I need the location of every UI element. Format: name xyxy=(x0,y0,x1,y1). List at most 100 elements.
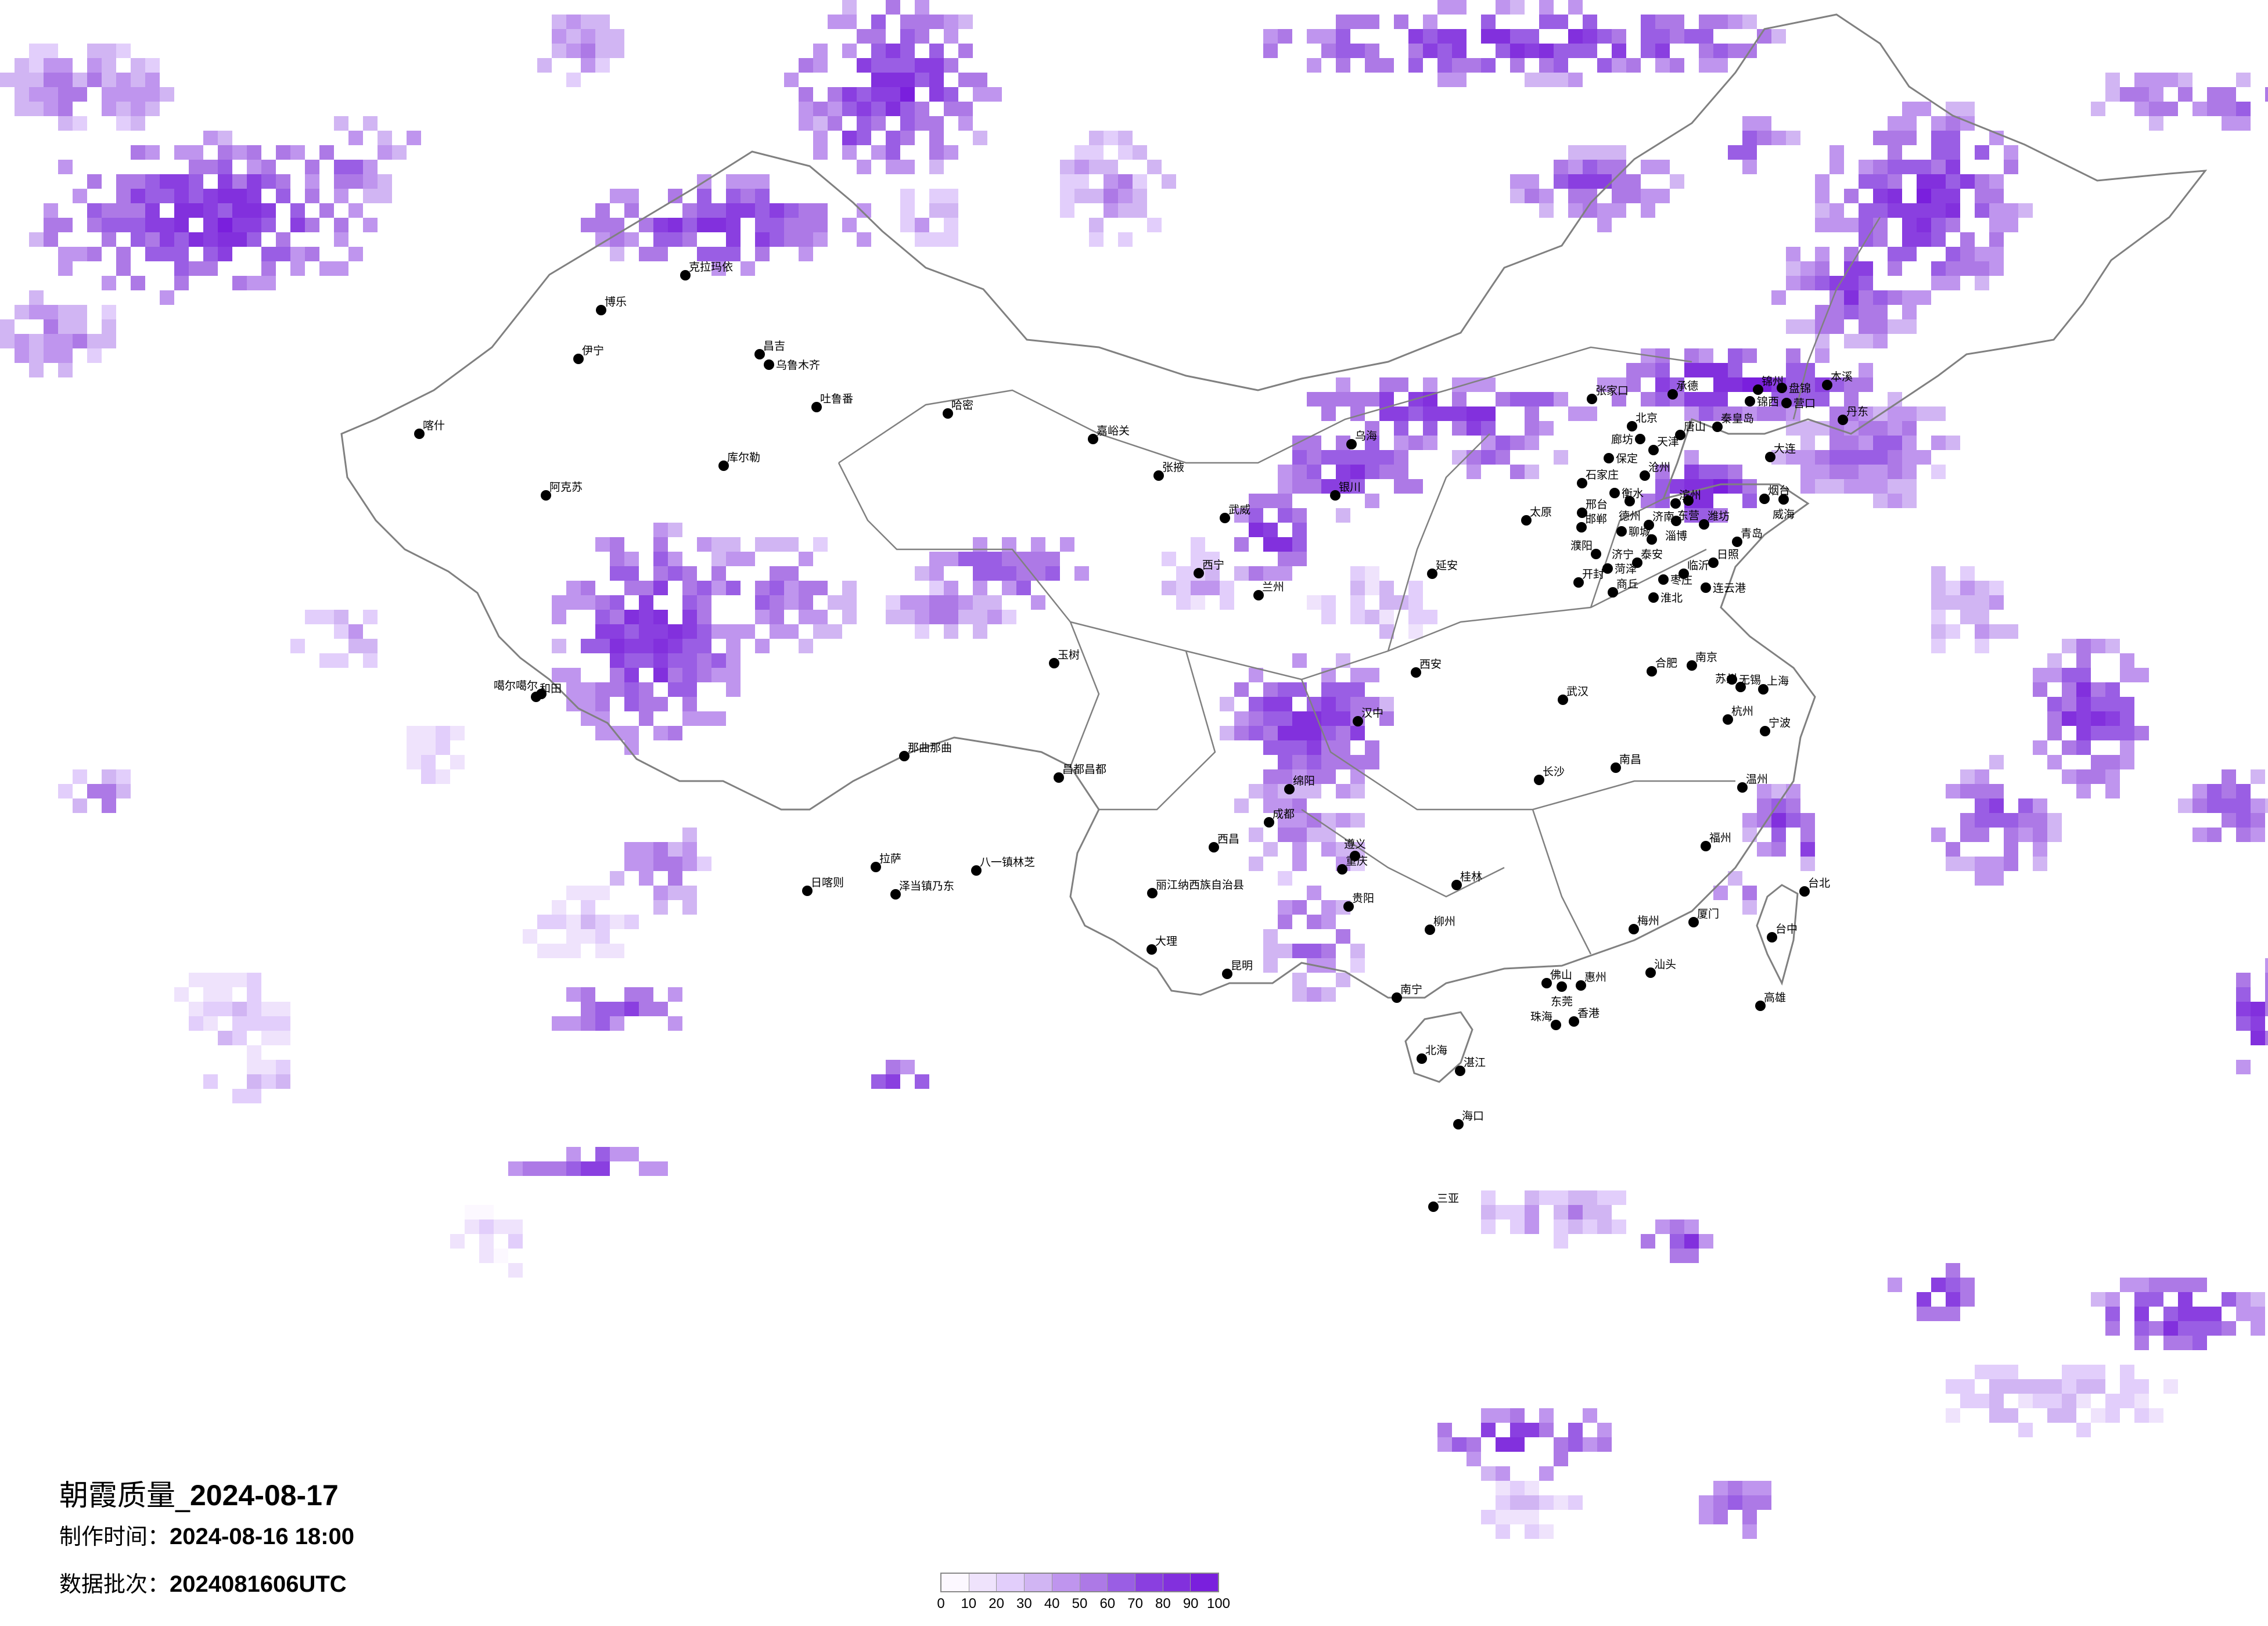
raster-cell xyxy=(479,1205,494,1220)
raster-cell xyxy=(1423,377,1437,392)
raster-cell xyxy=(755,639,770,653)
raster-cell xyxy=(1612,1190,1626,1205)
raster-cell xyxy=(610,218,624,232)
raster-cell xyxy=(770,566,784,581)
raster-cell xyxy=(1321,406,1336,421)
raster-cell xyxy=(2076,1423,2091,1437)
raster-cell xyxy=(1481,29,1496,44)
raster-cell xyxy=(1104,174,1118,189)
raster-cell xyxy=(610,1002,624,1016)
raster-cell xyxy=(87,348,102,363)
raster-cell xyxy=(160,87,174,102)
raster-cell xyxy=(1583,29,1597,44)
raster-cell xyxy=(1554,392,1568,406)
raster-cell xyxy=(2178,87,2192,102)
raster-cell xyxy=(1859,334,1873,348)
raster-cell xyxy=(1742,1481,1757,1495)
raster-cell xyxy=(1684,450,1699,465)
raster-cell xyxy=(1278,813,1292,828)
raster-cell xyxy=(1859,290,1873,305)
raster-cell xyxy=(1989,813,2004,828)
raster-cell xyxy=(682,900,697,915)
city-label: 汕头 xyxy=(1654,958,1676,971)
raster-cell xyxy=(1321,958,1336,973)
city-marker: 台中 xyxy=(1767,923,1798,942)
raster-cell xyxy=(131,145,145,160)
raster-cell xyxy=(1539,58,1554,73)
raster-cell xyxy=(1989,1394,2004,1408)
raster-cell xyxy=(1350,465,1365,479)
raster-cell xyxy=(2076,682,2091,697)
raster-cell xyxy=(2251,1321,2265,1336)
raster-cell xyxy=(2251,813,2265,828)
raster-cell xyxy=(2178,73,2192,87)
raster-cell xyxy=(1074,174,1089,189)
raster-cell xyxy=(2105,697,2120,711)
city-dot-icon xyxy=(1428,1201,1439,1212)
raster-cell xyxy=(102,784,116,798)
raster-cell xyxy=(653,537,668,552)
city-dot-icon xyxy=(1758,684,1769,695)
raster-cell xyxy=(2222,784,2236,798)
raster-cell xyxy=(261,218,276,232)
raster-cell xyxy=(813,44,828,58)
city-marker: 桂林 xyxy=(1451,870,1482,890)
raster-cell xyxy=(1786,131,1800,145)
raster-cell xyxy=(1496,1495,1510,1510)
raster-cell xyxy=(610,653,624,668)
city-dot-icon xyxy=(1577,508,1587,518)
raster-cell xyxy=(1278,769,1292,784)
raster-cell xyxy=(1089,218,1104,232)
raster-cell xyxy=(102,305,116,319)
raster-cell xyxy=(1975,813,1989,828)
city-dot-icon xyxy=(971,865,982,876)
raster-cell xyxy=(1859,276,1873,290)
raster-cell xyxy=(755,247,770,261)
raster-cell xyxy=(813,145,828,160)
raster-cell xyxy=(1757,842,1771,857)
raster-cell xyxy=(1191,595,1205,610)
raster-cell xyxy=(1554,1437,1568,1452)
raster-cell xyxy=(682,711,697,726)
raster-cell xyxy=(1597,203,1612,218)
raster-cell xyxy=(276,1016,290,1031)
raster-cell xyxy=(2192,1278,2207,1292)
raster-cell xyxy=(58,305,73,319)
raster-cell xyxy=(523,1161,537,1176)
raster-cell xyxy=(116,102,131,116)
raster-cell xyxy=(2236,1016,2251,1031)
raster-cell xyxy=(1365,58,1379,73)
raster-cell xyxy=(1670,174,1684,189)
raster-cell xyxy=(305,247,319,261)
raster-cell xyxy=(1902,203,1917,218)
city-dot-icon xyxy=(1411,667,1421,678)
city-marker: 库尔勒 xyxy=(718,451,760,471)
raster-cell xyxy=(160,290,174,305)
raster-cell xyxy=(1859,218,1873,232)
raster-cell xyxy=(348,639,363,653)
raster-cell xyxy=(1263,697,1278,711)
raster-cell xyxy=(1060,160,1074,174)
raster-cell xyxy=(2120,711,2134,726)
raster-cell xyxy=(44,73,58,87)
raster-cell xyxy=(2033,798,2047,813)
raster-cell xyxy=(1815,334,1830,348)
raster-cell xyxy=(1336,508,1350,523)
legend-tick-label: 30 xyxy=(1016,1596,1032,1611)
raster-cell xyxy=(755,174,770,189)
raster-cell xyxy=(1525,1423,1539,1437)
raster-cell xyxy=(2062,1365,2076,1379)
raster-cell xyxy=(290,145,305,160)
raster-cell xyxy=(1786,363,1800,377)
raster-cell xyxy=(1902,305,1917,319)
raster-cell xyxy=(1568,189,1583,203)
raster-cell xyxy=(973,73,987,87)
city-dot-icon xyxy=(1629,924,1639,934)
raster-cell xyxy=(697,624,711,639)
raster-cell xyxy=(1321,595,1336,610)
raster-cell xyxy=(1989,798,2004,813)
raster-cell xyxy=(102,769,116,784)
raster-cell xyxy=(174,218,189,232)
raster-cell xyxy=(1510,58,1525,73)
raster-cell xyxy=(958,116,973,131)
